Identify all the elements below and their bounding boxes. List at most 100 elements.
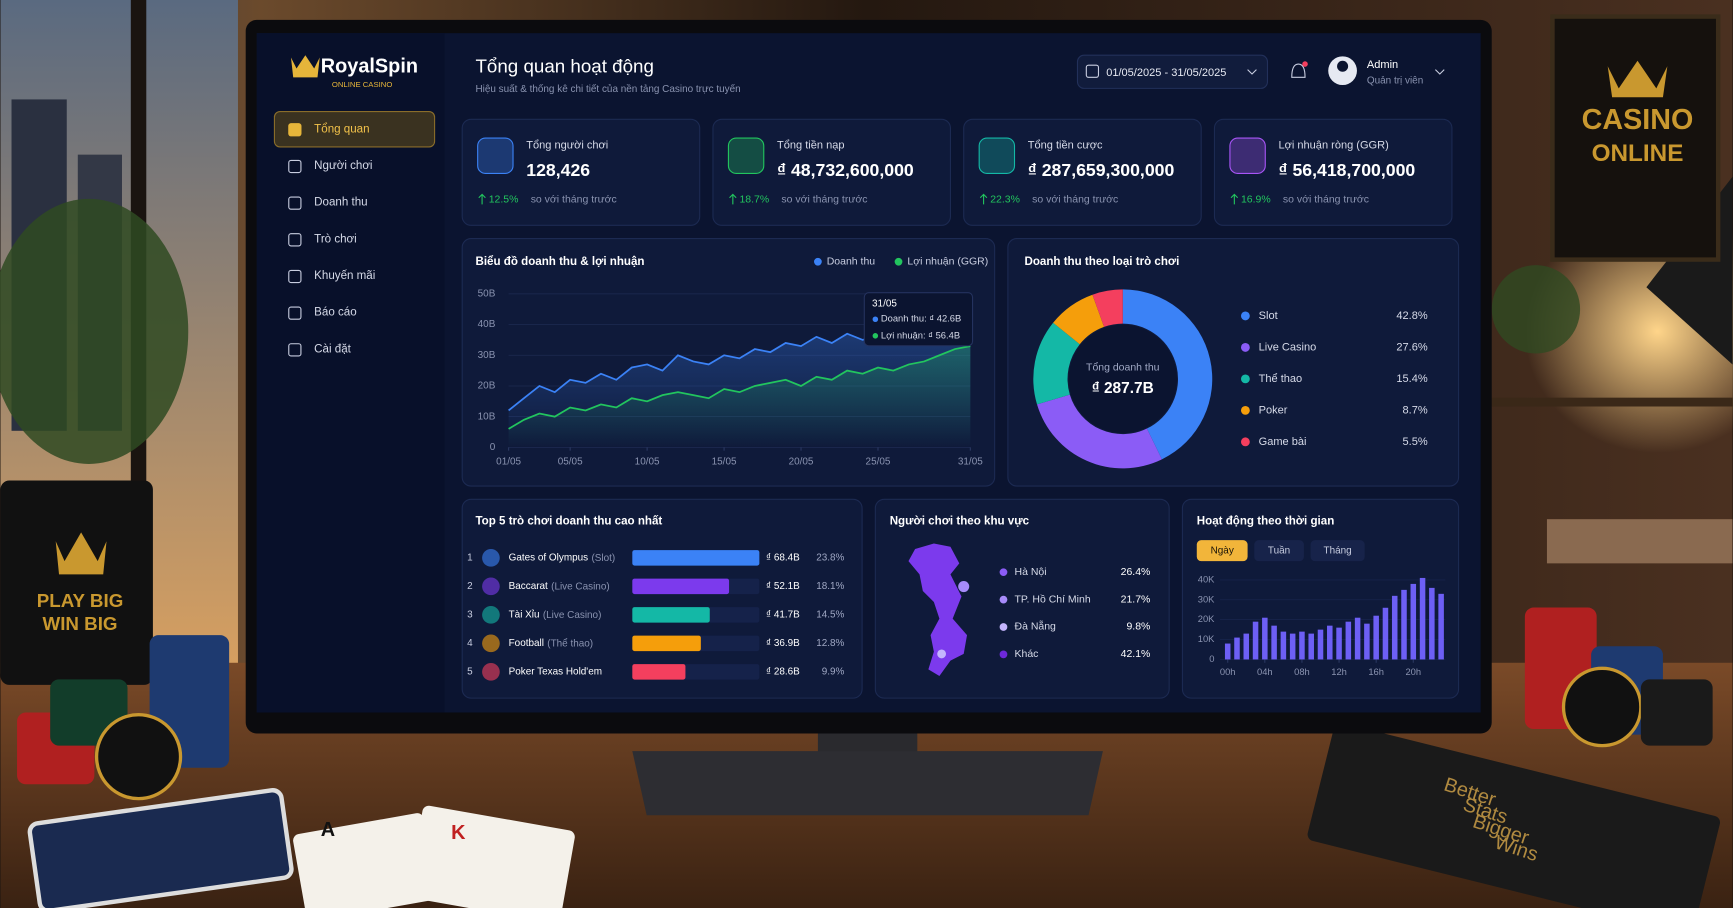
poster-text: CASINO	[1582, 104, 1694, 136]
share: 14.5%	[816, 609, 844, 620]
bar	[632, 664, 686, 680]
game-name: Baccarat (Live Casino)	[509, 581, 610, 592]
game-avatar	[482, 605, 500, 624]
y-tick-label: 30B	[478, 350, 496, 361]
nav-item[interactable]: Người chơi	[314, 160, 372, 172]
legend-dot	[1240, 342, 1250, 352]
legend-dot	[1240, 311, 1250, 321]
legend-dot	[814, 257, 822, 266]
user-role: Quản trị viên	[1367, 75, 1423, 86]
mug-crown	[55, 532, 107, 575]
game-avatar	[482, 577, 500, 596]
plant	[1491, 265, 1581, 354]
panel	[963, 118, 1202, 226]
books	[1546, 519, 1733, 564]
legend-value: 5.5%	[1402, 436, 1427, 448]
x-tick-label: 04h	[1257, 667, 1273, 677]
kpi-icon	[477, 137, 514, 174]
page-title: Tổng quan hoạt động	[475, 55, 653, 76]
date-picker[interactable]	[1076, 54, 1269, 89]
tab[interactable]	[1254, 540, 1304, 562]
tab-label[interactable]: Ngày	[1211, 545, 1234, 556]
tab-label[interactable]: Tuần	[1268, 545, 1290, 556]
nav-item[interactable]: Khuyến mãi	[314, 270, 375, 282]
share: 12.8%	[816, 638, 844, 649]
tab[interactable]	[1310, 540, 1365, 562]
mug-text: PLAY BIG	[37, 590, 124, 611]
game-avatar	[482, 662, 500, 681]
tab[interactable]	[1196, 540, 1248, 562]
nav-item[interactable]: Báo cáo	[314, 307, 357, 319]
bar	[1234, 637, 1240, 660]
kpi-icon	[727, 137, 765, 174]
mug	[0, 480, 153, 685]
kpi-label: Lợi nhuận ròng (GGR)	[1279, 140, 1389, 152]
bar	[1373, 615, 1379, 660]
kpi-value: ₫ 56,418,700,000	[1279, 160, 1416, 180]
date-range: 01/05/2025 - 31/05/2025	[1106, 67, 1226, 79]
kpi-label: Tổng tiền nạp	[777, 140, 844, 152]
nav-item[interactable]: Doanh thu	[314, 197, 367, 209]
kpi-change: 16.9%	[1241, 195, 1271, 206]
avatar-head	[1337, 60, 1349, 72]
region-name: Khác	[1015, 649, 1039, 660]
nav-icon	[288, 233, 302, 247]
share: 23.8%	[816, 552, 844, 563]
brand-sub: ONLINE CASINO	[332, 80, 392, 89]
panel	[1181, 498, 1460, 699]
tab-label[interactable]: Tháng	[1324, 545, 1352, 556]
card-letter: K	[451, 822, 466, 844]
page-subtitle: Hiệu suất & thống kê chi tiết của nền tả…	[475, 84, 740, 95]
y-tick-label: 20K	[1198, 614, 1215, 624]
nav-icon	[288, 306, 302, 320]
x-tick-label: 15/05	[712, 456, 737, 467]
bar	[1336, 627, 1342, 660]
donut-slice	[1053, 294, 1105, 345]
x-tick-label: 12h	[1331, 667, 1347, 677]
bar-value: ₫ 68.4B	[766, 552, 800, 563]
book	[1307, 722, 1721, 908]
bar	[1280, 631, 1287, 660]
legend-value: 15.4%	[1396, 373, 1427, 385]
panel	[1213, 118, 1453, 226]
kpi-note: so với tháng trước	[1032, 195, 1118, 206]
donut-slice	[1092, 289, 1123, 327]
bell[interactable]	[1291, 63, 1306, 78]
kpi-value: 128,426	[526, 160, 590, 180]
rank: 3	[467, 609, 473, 620]
nav-item[interactable]: Cài đặt	[314, 343, 351, 355]
bar	[1308, 633, 1314, 660]
region-map	[908, 543, 968, 677]
share: 9.9%	[822, 666, 845, 677]
kpi-icon	[1229, 137, 1266, 174]
region-share: 26.4%	[1121, 567, 1151, 578]
nav-icon	[288, 269, 302, 284]
game-avatar	[482, 634, 500, 653]
x-tick-label: 08h	[1294, 667, 1310, 677]
bar	[632, 578, 730, 595]
bar	[632, 550, 760, 566]
game-name: Football (Thể thao)	[509, 638, 594, 649]
nav-item[interactable]: Tổng quan	[314, 123, 369, 135]
x-tick-label: 00h	[1220, 667, 1236, 677]
donut-slice	[1037, 394, 1162, 469]
bar	[1429, 587, 1435, 660]
bar-value: ₫ 36.9B	[766, 638, 800, 649]
bar-value: ₫ 41.7B	[766, 609, 800, 620]
up-arrow	[1230, 193, 1239, 205]
nav-item[interactable]: Trò chơi	[314, 233, 357, 245]
bar	[632, 635, 701, 652]
panel	[461, 118, 701, 226]
kpi-note: so với tháng trước	[1283, 195, 1369, 206]
legend-value: 8.7%	[1402, 404, 1427, 416]
chart-title: Người chơi theo khu vực	[890, 515, 1030, 527]
legend-label: Thể thao	[1259, 373, 1303, 385]
kpi-change: 22.3%	[990, 195, 1020, 206]
bar	[1354, 617, 1361, 660]
donut-center-value: ₫ 287.7B	[1092, 380, 1154, 397]
logo-crown	[290, 55, 320, 78]
legend-label: Lợi nhuận (GGR)	[907, 257, 988, 268]
user-name: Admin	[1367, 59, 1398, 71]
up-arrow	[478, 193, 486, 205]
